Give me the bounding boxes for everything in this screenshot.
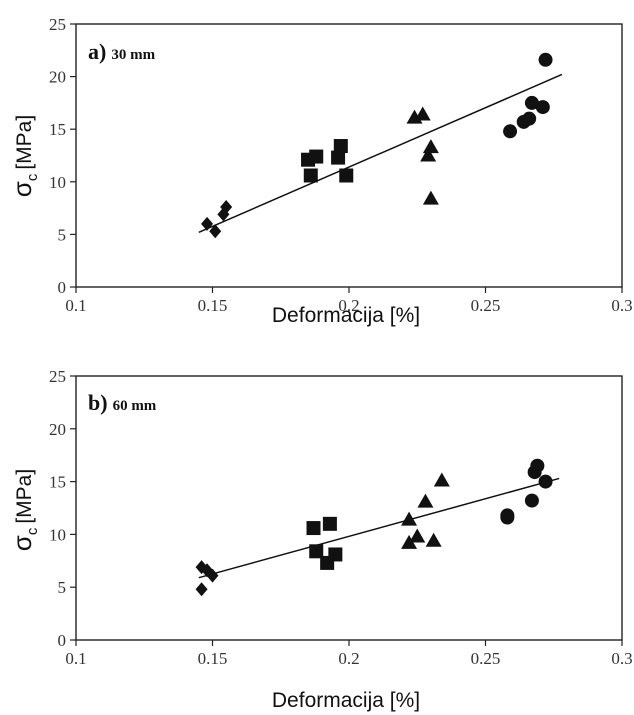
y-tick-label: 10 xyxy=(49,173,66,192)
y-axis-symbol: σ xyxy=(7,181,37,197)
chart-panel-a: 0.1 0.15 0.2 0.25 0.3 0 5 10 15 20 25 a) 30 mm Deform… xyxy=(7,15,633,327)
data-point-circle xyxy=(500,510,515,525)
panel-title: 30 mm xyxy=(111,47,155,63)
data-point-triangle xyxy=(422,190,439,205)
y-tick-label: 20 xyxy=(49,420,66,439)
y-tick-label: 5 xyxy=(58,225,67,244)
data-point-triangle xyxy=(401,511,418,526)
data-point-diamond xyxy=(220,200,233,215)
data-point-circle xyxy=(503,124,518,139)
y-tick-label: 15 xyxy=(49,473,66,492)
y-axis-symbol: σ xyxy=(7,535,37,551)
data-point-diamond xyxy=(209,224,222,239)
data-point-triangle xyxy=(417,493,434,508)
data-point-triangle xyxy=(420,147,437,162)
x-tick-label: 0.15 xyxy=(198,296,228,315)
trendline xyxy=(198,73,563,233)
data-point-diamond xyxy=(201,216,214,231)
x-tick-label: 0.3 xyxy=(611,649,632,668)
y-axis-title: σc [MPa] xyxy=(7,469,41,551)
chart-panel-b: 0.1 0.15 0.2 0.25 0.3 0 5 10 15 20 25 b) 60 mm Deform… xyxy=(7,367,633,712)
y-axis-subscript: c xyxy=(24,173,41,181)
data-point-triangle xyxy=(433,472,450,487)
trendline xyxy=(198,477,560,579)
y-tick-label: 0 xyxy=(58,278,67,297)
x-tick-label: 0.2 xyxy=(338,296,359,315)
x-tick-label: 0.3 xyxy=(611,296,632,315)
x-tick-label: 0.25 xyxy=(471,649,501,668)
data-point-circle xyxy=(535,100,550,115)
x-tick-label: 0.2 xyxy=(338,649,359,668)
data-point-square xyxy=(339,168,354,183)
y-tick-label: 10 xyxy=(49,525,66,544)
y-tick-label: 20 xyxy=(49,68,66,87)
data-point-circle xyxy=(530,458,545,473)
data-point-square xyxy=(333,139,348,154)
y-tick-label: 0 xyxy=(58,631,67,650)
data-point-square xyxy=(309,544,324,559)
data-point-circle xyxy=(524,95,539,110)
x-axis-title: Deformacija [%] xyxy=(272,689,420,712)
data-point-triangle xyxy=(409,528,426,543)
data-point-triangle xyxy=(422,139,439,154)
panel-letter: b) xyxy=(88,390,108,415)
x-tick-label: 0.25 xyxy=(471,296,501,315)
x-tick-label: 0.15 xyxy=(198,649,228,668)
x-tick-label: 0.1 xyxy=(65,649,86,668)
panel-label: b) 60 mm xyxy=(88,390,157,415)
data-point-square xyxy=(303,168,318,183)
data-point-diamond xyxy=(206,568,219,583)
panel-label: a) 30 mm xyxy=(88,39,156,64)
data-point-triangle xyxy=(414,106,431,121)
y-tick-label: 5 xyxy=(58,578,67,597)
y-tick-label: 25 xyxy=(49,367,66,386)
data-point-diamond xyxy=(195,582,208,597)
data-point-circle xyxy=(538,474,553,489)
data-point-square xyxy=(331,150,346,165)
data-point-circle xyxy=(522,111,537,126)
panel-title: 60 mm xyxy=(113,398,157,414)
data-point-square xyxy=(322,516,337,531)
x-axis-title: Deformacija [%] xyxy=(272,304,420,327)
y-axis-subscript: c xyxy=(24,527,41,535)
data-point-square xyxy=(328,547,343,562)
data-point-square xyxy=(306,521,321,536)
data-point-triangle xyxy=(425,532,442,547)
y-tick-label: 15 xyxy=(49,120,66,139)
x-tick-label: 0.1 xyxy=(65,296,86,315)
data-point-circle xyxy=(524,493,539,508)
data-point-square xyxy=(309,149,324,164)
y-axis-unit: [MPa] xyxy=(13,115,36,170)
y-tick-label: 25 xyxy=(49,15,66,34)
y-axis-title: σc [MPa] xyxy=(7,115,41,197)
data-point-triangle xyxy=(401,534,418,549)
data-point-circle xyxy=(538,52,553,67)
y-axis-unit: [MPa] xyxy=(13,469,36,524)
panel-letter: a) xyxy=(88,39,106,64)
plot-frame xyxy=(75,375,623,641)
